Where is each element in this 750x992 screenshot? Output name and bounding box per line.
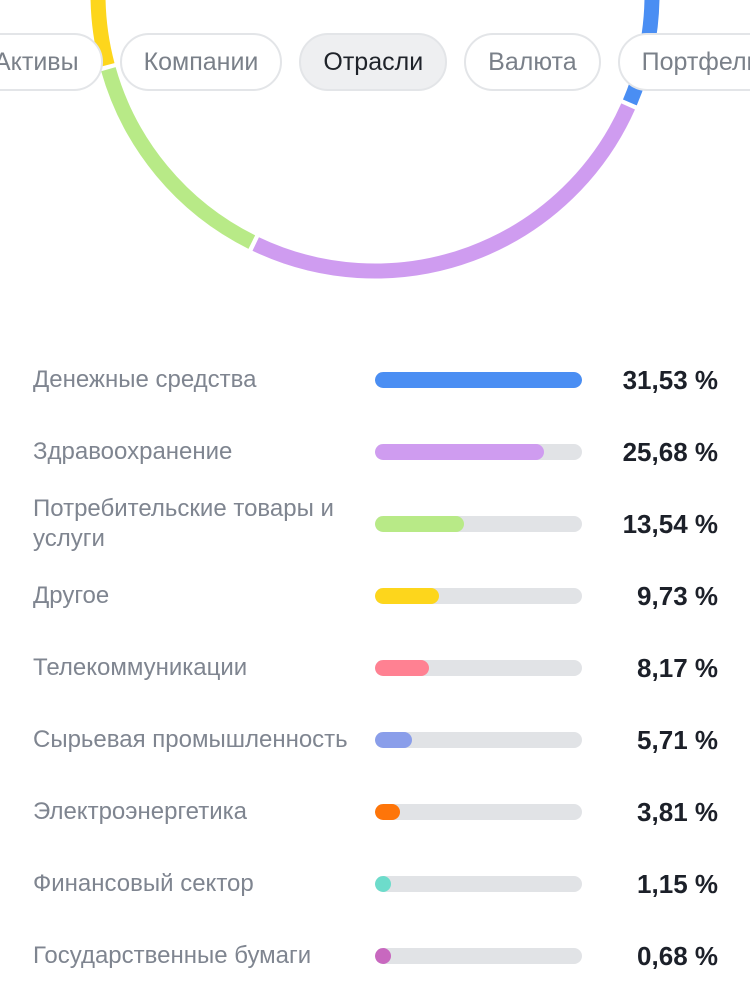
sector-value: 3,81 % — [637, 796, 718, 827]
sector-label: Сырьевая промышленность — [33, 726, 348, 753]
sector-bar-track — [375, 804, 582, 820]
filter-tabs: Активы Компании Отрасли Валюта Портфель — [0, 0, 750, 118]
sector-value: 25,68 % — [622, 436, 718, 467]
donut-segment — [622, 0, 660, 106]
sector-label: Телекоммуникации — [33, 654, 248, 681]
sector-value: 9,73 % — [637, 580, 718, 611]
sector-bar-fill — [375, 660, 429, 676]
tab-3[interactable]: Валюта — [464, 33, 601, 91]
sector-row: Сырьевая промышленность 5,71 % — [0, 704, 750, 776]
sector-value: 5,71 % — [637, 724, 718, 755]
sector-value: 8,17 % — [637, 652, 718, 683]
sector-bar-track — [375, 876, 582, 892]
sector-label: Потребительские товары и услуги — [33, 495, 334, 552]
sector-row: Финансовый сектор 1,15 % — [0, 848, 750, 920]
sector-value: 1,15 % — [637, 868, 718, 899]
sector-value: 13,54 % — [622, 508, 718, 539]
sector-label: Здравоохранение — [33, 438, 233, 465]
donut-segment — [252, 103, 635, 279]
sector-value: 31,53 % — [622, 364, 718, 395]
sector-donut-chart — [90, 0, 660, 279]
tab-1[interactable]: Компании — [119, 33, 283, 91]
sector-bar-fill — [375, 876, 391, 892]
sector-bar-fill — [375, 444, 544, 460]
sector-row: Электроэнергетика 3,81 % — [0, 776, 750, 848]
sector-row: Денежные средства 31,53 % — [0, 344, 750, 416]
sector-bar-fill — [375, 948, 391, 964]
sector-row: Другое 9,73 % — [0, 560, 750, 632]
sector-row: Государственные бумаги 0,68 % — [0, 920, 750, 992]
donut-segment — [90, 0, 115, 67]
sector-bar-fill — [375, 588, 439, 604]
sector-bar-track — [375, 948, 582, 964]
sector-value: 0,68 % — [637, 940, 718, 971]
sector-label: Другое — [33, 582, 110, 609]
sector-bar-track — [375, 444, 582, 460]
sector-bar-fill — [375, 732, 412, 748]
sector-label: Государственные бумаги — [33, 942, 312, 969]
sector-bar-fill — [375, 372, 582, 388]
sector-bar-fill — [375, 516, 464, 532]
sector-bar-track — [375, 660, 582, 676]
tab-2[interactable]: Отрасли — [299, 33, 448, 91]
donut-segment — [101, 67, 256, 249]
sector-bar-track — [375, 516, 582, 532]
sector-bar-fill — [375, 804, 400, 820]
sector-bar-track — [375, 588, 582, 604]
sector-bar-track — [375, 732, 582, 748]
sector-label: Электроэнергетика — [33, 798, 248, 825]
tab-0[interactable]: Активы — [0, 33, 103, 91]
sector-label: Финансовый сектор — [33, 870, 254, 897]
sector-bar-track — [375, 372, 582, 388]
tab-4[interactable]: Портфель — [617, 33, 750, 91]
sector-label: Денежные средства — [33, 366, 257, 393]
sector-row: Потребительские товары и услуги 13,54 % — [0, 488, 750, 560]
sector-row: Здравоохранение 25,68 % — [0, 416, 750, 488]
sector-row: Телекоммуникации 8,17 % — [0, 632, 750, 704]
